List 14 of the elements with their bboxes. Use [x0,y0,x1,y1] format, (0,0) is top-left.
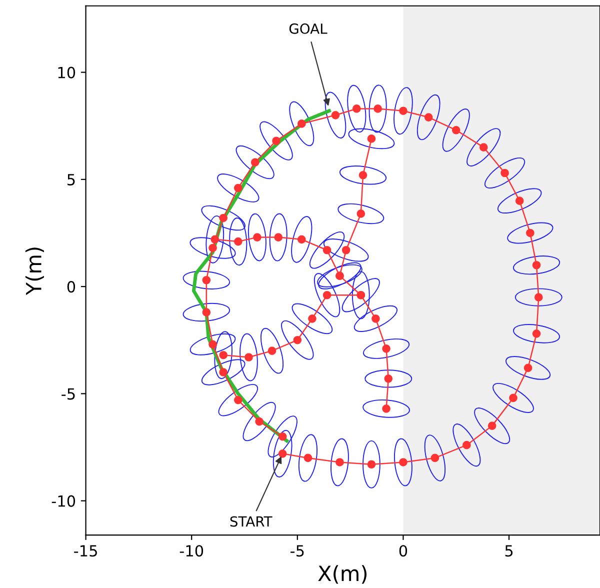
annotation: GOAL [289,23,328,34]
annotation: START [230,516,272,527]
x-tick-label: -15 [74,545,97,557]
y-axis-title: Y(m) [25,248,44,296]
y-tick-label: 5 [68,174,75,186]
x-tick-label: 5 [505,545,513,557]
x-tick-label: 0 [399,545,408,557]
x-axis-title: X(m) [318,565,367,584]
x-tick-label: -5 [290,545,304,557]
y-tick-label: 0 [67,281,76,293]
y-tick-label: -10 [52,495,76,507]
y-tick-label: 10 [58,66,76,78]
y-tick-label: -5 [62,388,75,400]
x-tick-label: -10 [180,545,204,557]
